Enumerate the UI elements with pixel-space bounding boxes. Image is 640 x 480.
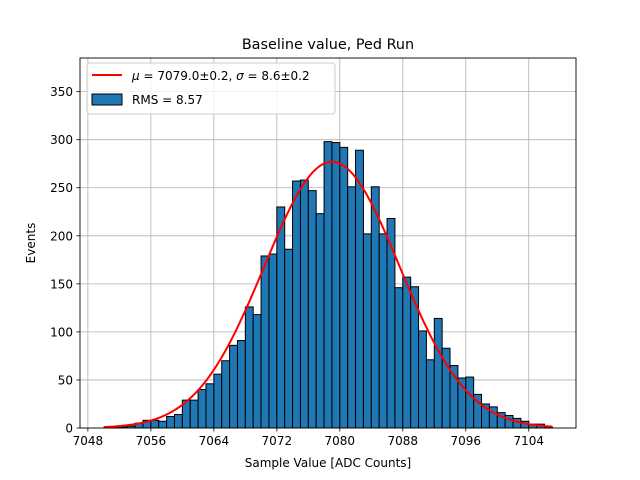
histogram-bar (386, 217, 396, 429)
histogram-bar (268, 253, 278, 429)
histogram-bar (244, 306, 254, 429)
legend-fit-label-mu-value: = 7079.0±0.2, (143, 69, 236, 83)
histogram-bar (418, 330, 427, 429)
histogram-bar (158, 420, 168, 429)
x-tick-label: 7088 (388, 434, 419, 448)
y-axis-ticks: 0 50 100 150 200 250 300 350 (50, 85, 80, 436)
legend-fit-label: μ = 7079.0±0.2, σ = 8.6±0.2 (131, 69, 310, 83)
y-tick-label: 350 (50, 85, 73, 99)
y-tick-label: 50 (58, 373, 73, 387)
y-tick-label: 100 (50, 325, 73, 339)
histogram-bar (221, 360, 231, 429)
histogram-bar (213, 373, 223, 429)
legend-fit-label-sigma-value: = 8.6±0.2 (248, 69, 310, 83)
y-tick-label: 250 (50, 181, 73, 195)
legend-hist-label: RMS = 8.57 (132, 93, 203, 107)
x-tick-label: 7096 (451, 434, 482, 448)
histogram-bar (355, 149, 364, 429)
histogram-bar (252, 314, 262, 429)
legend-hist-swatch (91, 93, 123, 106)
histogram-bar (189, 399, 199, 429)
x-tick-label: 7064 (199, 434, 230, 448)
fit-curve (103, 160, 553, 429)
histogram-bar (260, 255, 270, 429)
histogram-bar (276, 206, 286, 429)
legend: μ = 7079.0±0.2, σ = 8.6±0.2 RMS = 8.57 (86, 62, 336, 115)
histogram-bar (299, 179, 309, 429)
y-tick-label: 150 (50, 277, 73, 291)
y-tick-label: 200 (50, 229, 73, 243)
histogram-bar (236, 340, 246, 429)
legend-fit-label-mu: μ (131, 69, 140, 83)
plot-frame (79, 57, 577, 429)
x-tick-label: 7056 (136, 434, 167, 448)
histogram-bar (347, 186, 357, 429)
histogram-bar (323, 141, 333, 429)
histogram-bar (433, 317, 443, 429)
histogram-bar (205, 383, 215, 429)
histogram-bar (331, 142, 341, 429)
x-tick-label: 7072 (262, 434, 293, 448)
histogram-bar (425, 359, 435, 429)
y-axis-label: Events (24, 223, 38, 264)
x-tick-label: 7048 (73, 434, 104, 448)
histogram-bar (197, 389, 207, 429)
histogram-bar (465, 376, 475, 429)
legend-frame (86, 62, 336, 115)
histogram-bar (150, 419, 160, 429)
histogram-bar (166, 415, 175, 429)
histogram-bar (362, 233, 372, 429)
x-tick-label: 7080 (325, 434, 356, 448)
x-axis-ticks: 7048 7056 7064 7072 7080 7088 7096 7104 (73, 428, 544, 448)
histogram-bar (284, 248, 294, 429)
legend-fit-label-sigma: σ (236, 69, 244, 83)
histogram-bars (110, 141, 553, 429)
histogram-bar (370, 186, 380, 429)
y-tick-label: 0 (65, 422, 73, 436)
y-tick-label: 300 (50, 133, 73, 147)
x-tick-label: 7104 (513, 434, 544, 448)
histogram-bar (292, 180, 301, 429)
histogram-bar (378, 233, 388, 429)
histogram-bar (339, 146, 349, 429)
histogram-bar (229, 344, 238, 429)
histogram-bar (315, 213, 325, 429)
histogram-bar (402, 276, 412, 429)
histogram-bar (173, 414, 183, 429)
chart-title: Baseline value, Ped Run (242, 37, 414, 53)
histogram-bar (394, 287, 404, 429)
histogram-bar (307, 190, 317, 429)
x-axis-label: Sample Value [ADC Counts] (245, 456, 411, 470)
